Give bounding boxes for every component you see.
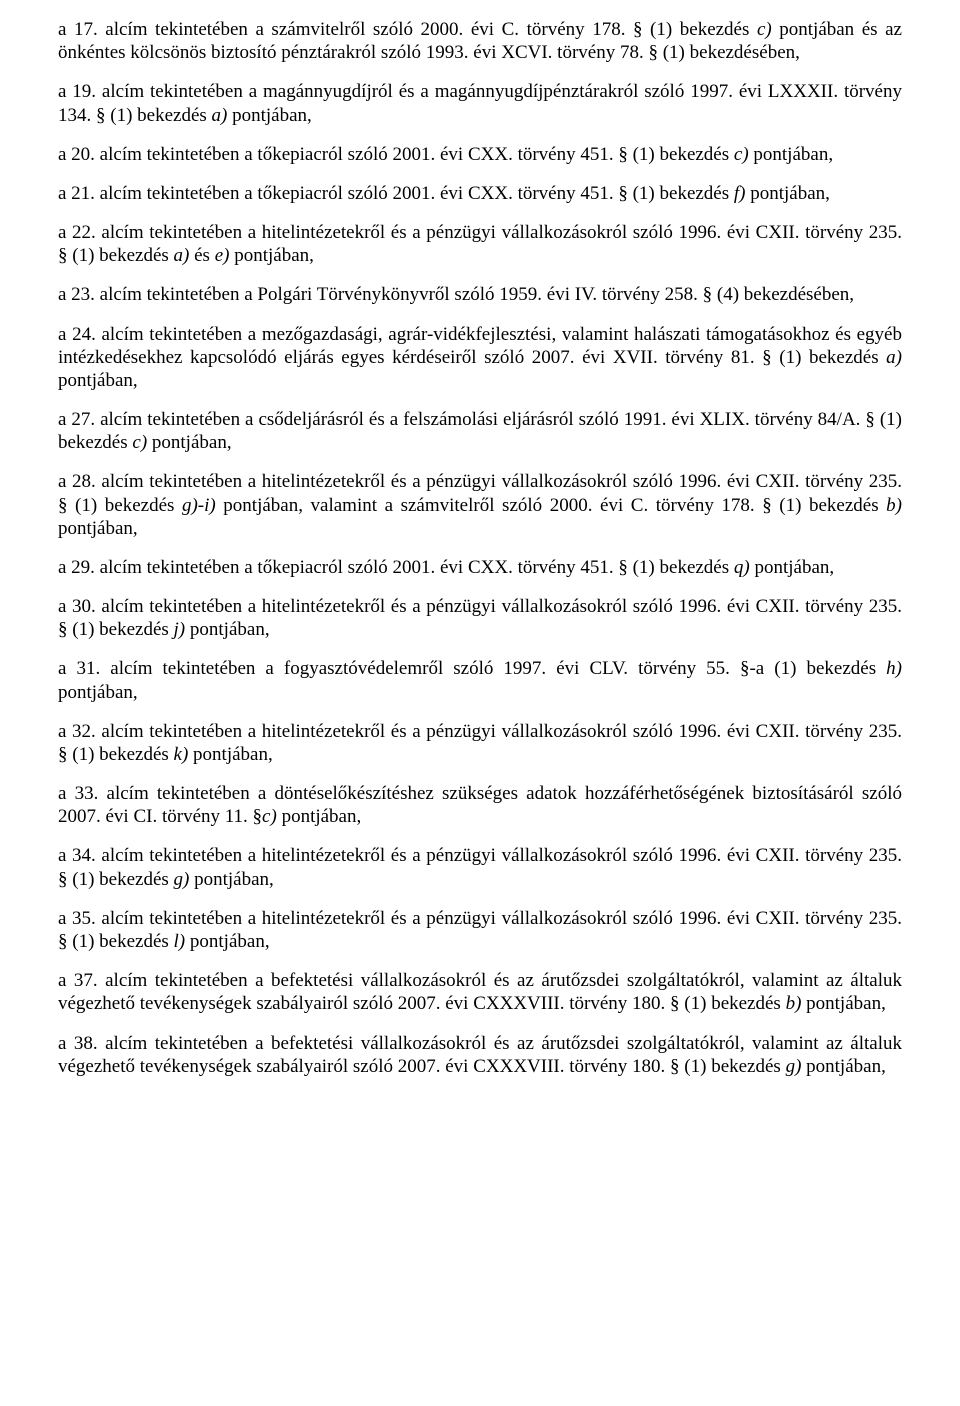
- paragraph: a 28. alcím tekintetében a hitelintézete…: [58, 470, 902, 540]
- paragraph: a 30. alcím tekintetében a hitelintézete…: [58, 595, 902, 641]
- paragraph: a 35. alcím tekintetében a hitelintézete…: [58, 907, 902, 953]
- paragraph: a 32. alcím tekintetében a hitelintézete…: [58, 720, 902, 766]
- paragraph: a 23. alcím tekintetében a Polgári Törvé…: [58, 283, 902, 306]
- paragraph: a 20. alcím tekintetében a tőkepiacról s…: [58, 143, 902, 166]
- paragraph: a 22. alcím tekintetében a hitelintézete…: [58, 221, 902, 267]
- paragraph: a 38. alcím tekintetében a befektetési v…: [58, 1032, 902, 1078]
- paragraph: a 19. alcím tekintetében a magánnyugdíjr…: [58, 80, 902, 126]
- paragraph: a 37. alcím tekintetében a befektetési v…: [58, 969, 902, 1015]
- document-body: a 17. alcím tekintetében a számvitelről …: [58, 18, 902, 1078]
- paragraph: a 21. alcím tekintetében a tőkepiacról s…: [58, 182, 902, 205]
- paragraph: a 29. alcím tekintetében a tőkepiacról s…: [58, 556, 902, 579]
- paragraph: a 27. alcím tekintetében a csődeljárásró…: [58, 408, 902, 454]
- paragraph: a 17. alcím tekintetében a számvitelről …: [58, 18, 902, 64]
- paragraph: a 33. alcím tekintetében a döntéselőkész…: [58, 782, 902, 828]
- paragraph: a 34. alcím tekintetében a hitelintézete…: [58, 844, 902, 890]
- paragraph: a 31. alcím tekintetében a fogyasztóvéde…: [58, 657, 902, 703]
- paragraph: a 24. alcím tekintetében a mezőgazdasági…: [58, 323, 902, 393]
